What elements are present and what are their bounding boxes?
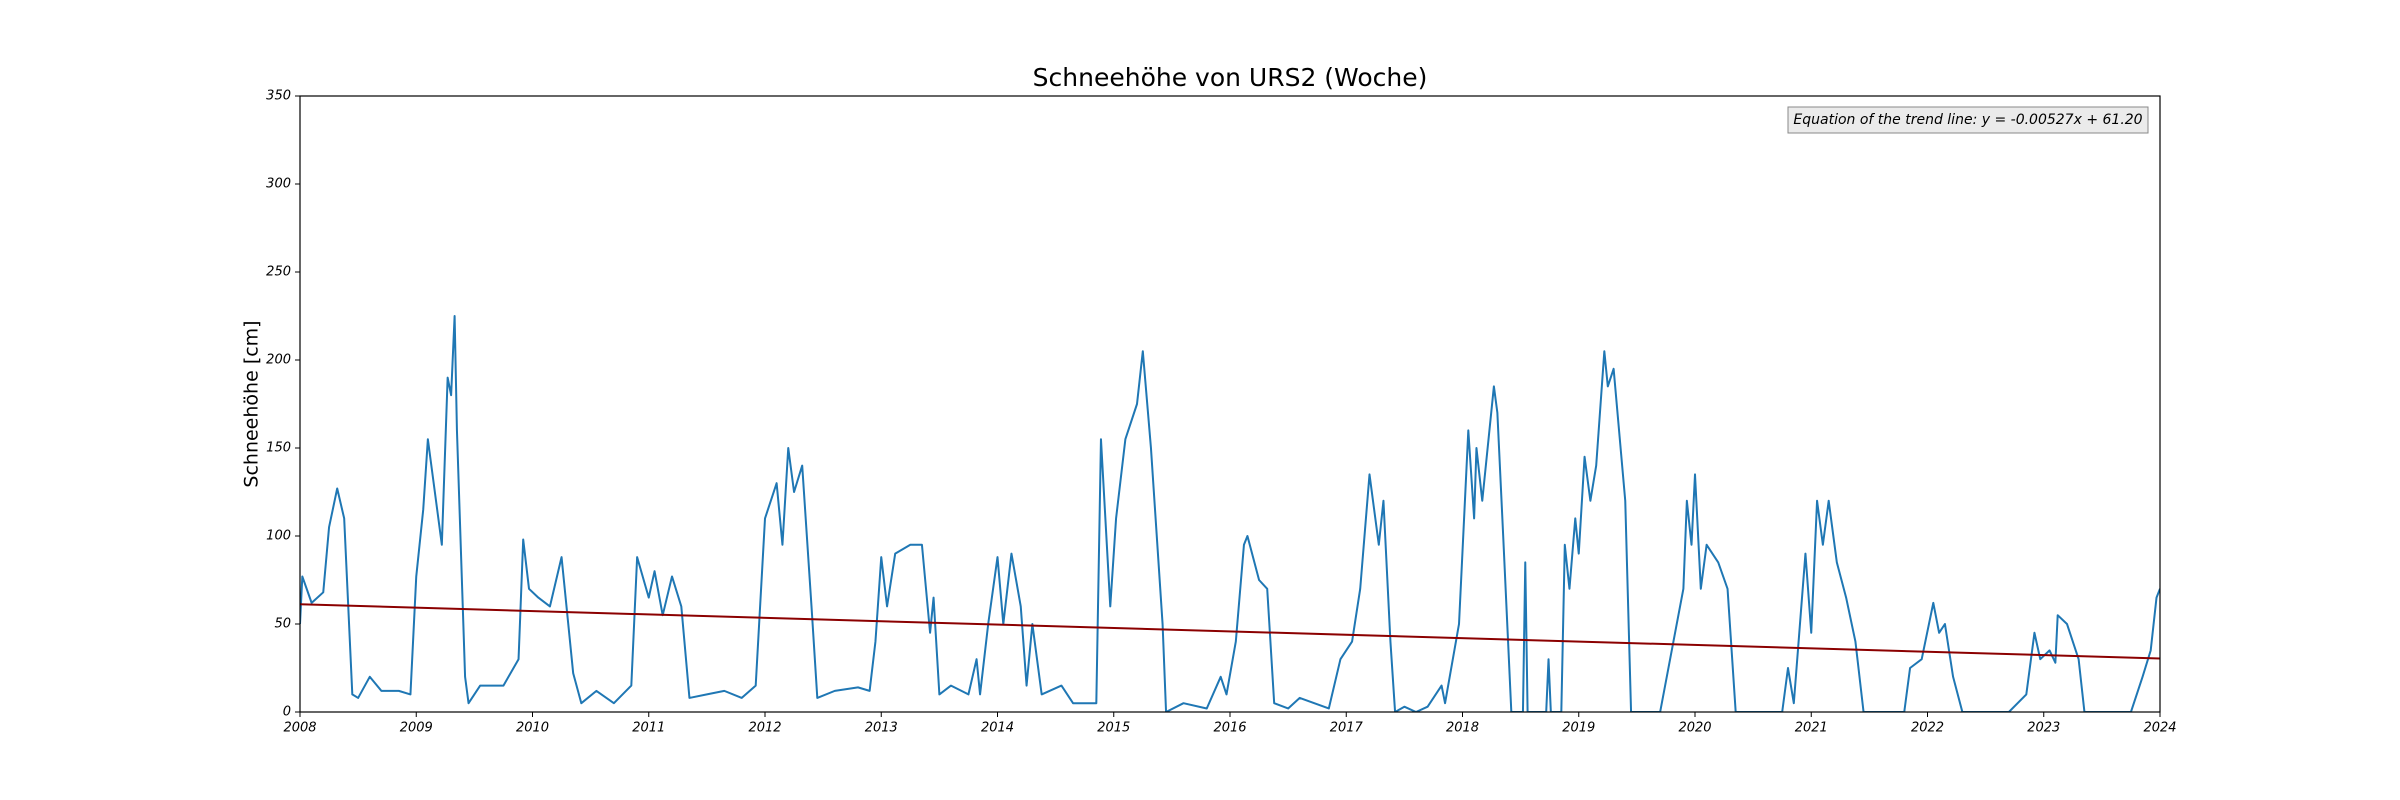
x-tick-label: 2016 xyxy=(1213,721,1246,736)
x-tick-label: 2024 xyxy=(2143,721,2176,736)
x-tick-label: 2018 xyxy=(1446,721,1479,736)
x-tick-label: 2021 xyxy=(1795,721,1828,736)
x-tick-label: 2012 xyxy=(748,721,781,736)
x-tick-label: 2022 xyxy=(1911,721,1944,736)
chart-title: Schneehöhe von URS2 (Woche) xyxy=(1033,63,1428,92)
y-axis-label: Schneehöhe [cm] xyxy=(241,320,263,487)
x-tick-label: 2023 xyxy=(2027,721,2060,736)
x-tick-label: 2015 xyxy=(1097,721,1130,736)
y-tick-label: 100 xyxy=(266,529,291,544)
annotation-box xyxy=(1787,106,2149,134)
x-tick-label: 2020 xyxy=(1678,721,1711,736)
y-tick-label: 250 xyxy=(266,265,291,280)
annotation: Equation of the trend line: y = -0.00527… xyxy=(1793,112,2142,128)
x-tick-label: 2019 xyxy=(1562,721,1595,736)
x-tick-label: 2008 xyxy=(283,721,316,736)
x-tick-label: 2017 xyxy=(1330,721,1364,736)
trend-line xyxy=(299,603,2161,660)
y-tick-label: 350 xyxy=(266,89,291,104)
y-tick-label: 0 xyxy=(283,705,291,720)
x-tick-label: 2013 xyxy=(865,721,898,736)
x-tick-label: 2014 xyxy=(981,721,1014,736)
snow-depth-line xyxy=(300,315,2160,712)
x-tick-label: 2011 xyxy=(632,721,665,736)
y-tick-label: 200 xyxy=(266,353,291,368)
plot-frame xyxy=(299,95,2161,713)
y-tick-label: 50 xyxy=(274,617,291,632)
y-tick-label: 300 xyxy=(266,177,291,192)
x-tick-label: 2009 xyxy=(400,721,433,736)
x-tick-label: 2010 xyxy=(516,721,549,736)
y-tick-label: 150 xyxy=(266,441,291,456)
